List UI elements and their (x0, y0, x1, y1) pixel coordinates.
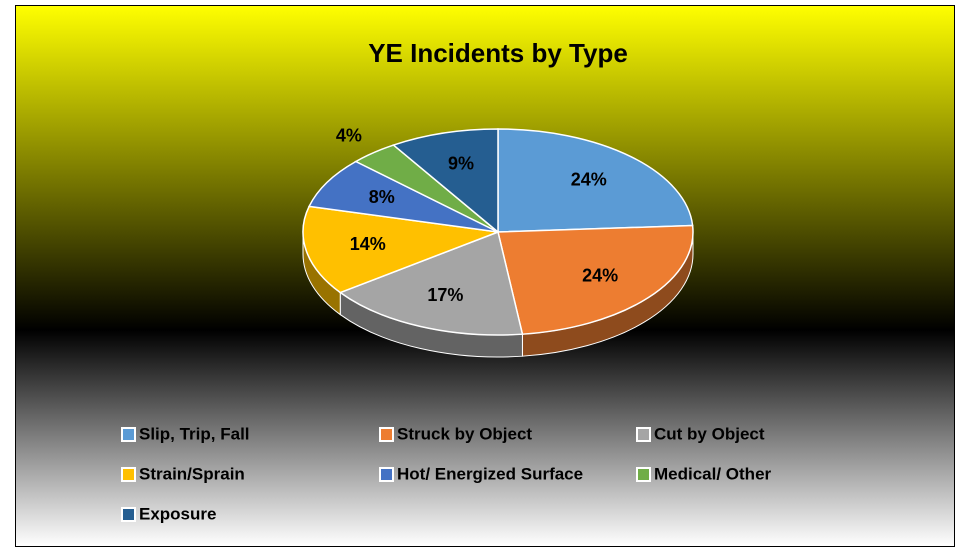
data-label: 24% (571, 170, 607, 190)
data-label: 24% (582, 265, 618, 285)
slice (338, 230, 524, 336)
slice (302, 205, 499, 294)
legend-swatch (121, 427, 136, 442)
slice (307, 160, 499, 233)
legend-label: Slip, Trip, Fall (139, 424, 250, 443)
data-label: 9% (448, 153, 474, 173)
data-label: 14% (350, 234, 386, 254)
legend-label: Strain/Sprain (139, 464, 245, 483)
slice (497, 224, 694, 335)
data-label: 17% (427, 285, 463, 305)
legend-label: Cut by Object (654, 424, 765, 443)
legend-swatch (379, 467, 394, 482)
legend-label: Exposure (139, 504, 216, 523)
slice (392, 128, 499, 234)
data-label: 8% (369, 187, 395, 207)
legend-label: Struck by Object (397, 424, 532, 443)
legend-swatch (636, 427, 651, 442)
legend-label: Hot/ Energized Surface (397, 464, 583, 483)
legend-swatch (121, 507, 136, 522)
data-label: 4% (336, 126, 362, 146)
legend-swatch (636, 467, 651, 482)
legend-swatch (379, 427, 394, 442)
legend-swatch (121, 467, 136, 482)
slice (497, 128, 694, 233)
chart-title: YE Incidents by Type (368, 38, 628, 68)
legend-label: Medical/ Other (654, 464, 772, 483)
